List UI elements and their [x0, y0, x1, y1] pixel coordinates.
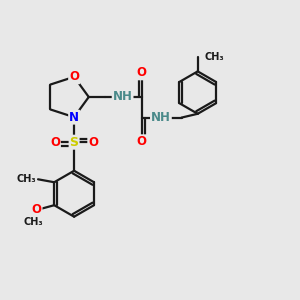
Text: O: O	[137, 135, 147, 148]
Text: O: O	[69, 70, 79, 83]
Text: O: O	[137, 66, 147, 80]
Text: CH₃: CH₃	[17, 174, 37, 184]
Text: CH₃: CH₃	[24, 217, 44, 227]
Text: NH: NH	[113, 91, 133, 103]
Text: CH₃: CH₃	[204, 52, 224, 62]
Text: O: O	[32, 203, 42, 216]
Text: N: N	[69, 111, 79, 124]
Text: O: O	[50, 136, 60, 149]
Text: NH: NH	[151, 111, 171, 124]
Text: O: O	[88, 136, 98, 149]
Text: S: S	[70, 136, 79, 149]
